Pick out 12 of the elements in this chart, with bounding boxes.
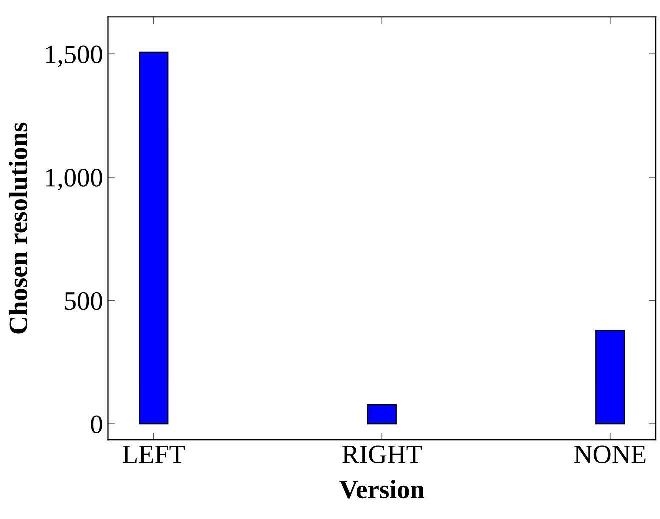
x-axis-title: Version	[340, 480, 425, 499]
y-axis-title: Chosen resolutions	[8, 122, 28, 334]
bar	[367, 404, 397, 425]
x-tick-label: RIGHT	[342, 446, 422, 464]
y-tick-label: 0	[91, 416, 102, 434]
y-tick-label: 1,500	[46, 46, 102, 68]
x-tick-label: NONE	[574, 446, 646, 464]
bar	[596, 330, 626, 425]
bar	[139, 52, 169, 425]
x-tick-label: LEFT	[123, 446, 185, 464]
y-tick-label: 500	[65, 292, 102, 310]
y-tick-label: 1,000	[46, 169, 102, 191]
